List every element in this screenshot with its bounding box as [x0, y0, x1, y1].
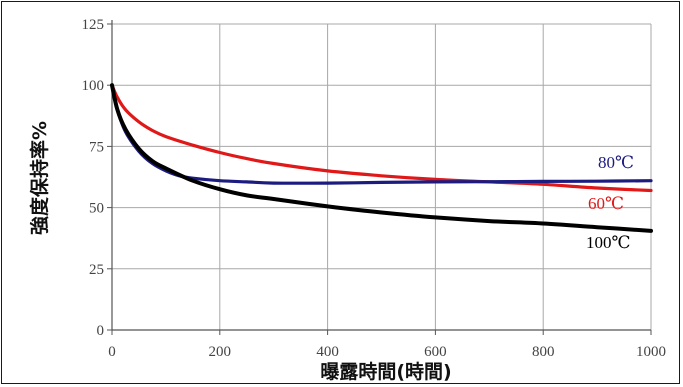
- x-tick-label: 400: [316, 344, 339, 360]
- x-tick-label: 200: [209, 344, 232, 360]
- y-tick-label: 100: [82, 78, 105, 94]
- series-label-60c: 60℃: [588, 194, 624, 213]
- y-tick-label: 25: [89, 262, 104, 278]
- series-label-80c: 80℃: [598, 153, 634, 172]
- y-tick-label: 75: [89, 139, 104, 155]
- y-tick-label: 125: [82, 17, 105, 33]
- series-line-60c: [110, 83, 653, 193]
- gridlines: [112, 23, 652, 330]
- series-label-100c: 100℃: [586, 233, 631, 252]
- y-tick-label: 0: [97, 323, 105, 339]
- x-axis-title: 曝露時間(時間): [320, 361, 451, 383]
- series-labels: 80℃ 60℃ 100℃: [586, 153, 634, 252]
- series-line-80c: [110, 83, 653, 185]
- y-axis-title: 強度保持率%: [28, 121, 51, 235]
- x-tick-label: 600: [424, 344, 447, 360]
- axes: [107, 20, 652, 335]
- y-tick-labels: 0 25 50 75 100 125: [82, 17, 105, 339]
- x-tick-labels: 0 200 400 600 800 1000: [108, 344, 666, 360]
- series-lines: [110, 83, 653, 233]
- series-line-100c: [110, 83, 653, 233]
- y-tick-label: 50: [89, 201, 104, 217]
- x-tick-label: 800: [532, 344, 555, 360]
- x-tick-label: 1000: [636, 344, 666, 360]
- x-tick-label: 0: [108, 344, 116, 360]
